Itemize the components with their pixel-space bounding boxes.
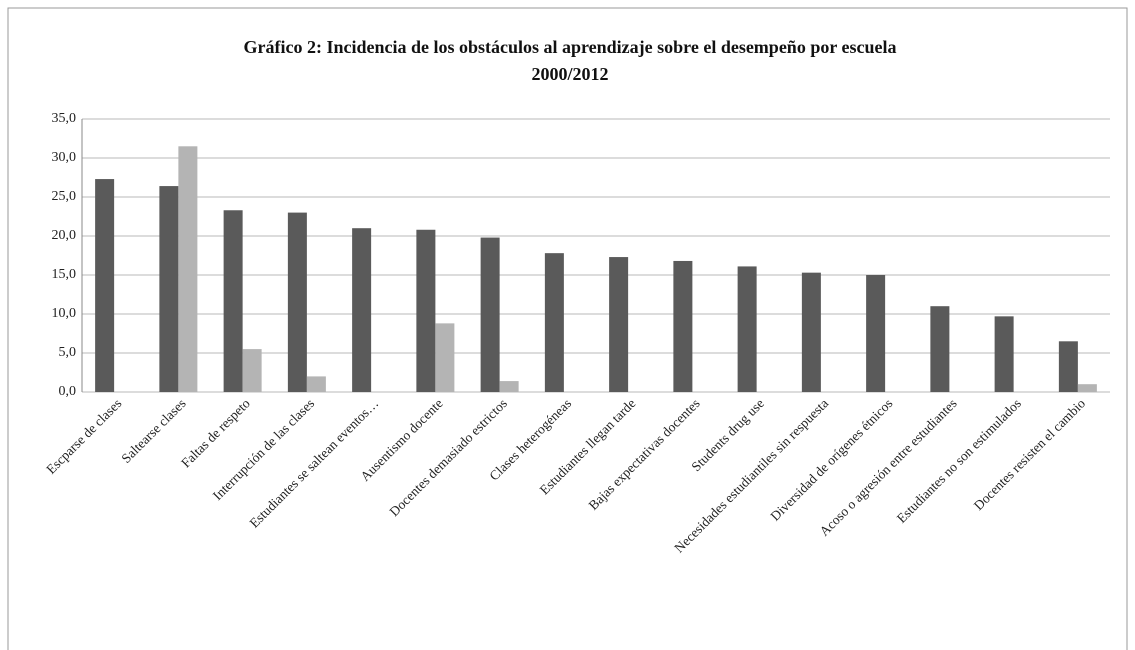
bar bbox=[609, 257, 629, 392]
bar bbox=[435, 323, 455, 392]
y-tick-label: 35,0 bbox=[52, 111, 77, 126]
x-tick-label: Estudiantes se saltean eventos… bbox=[246, 396, 381, 531]
y-tick-label: 20,0 bbox=[52, 228, 77, 243]
bar bbox=[801, 272, 821, 392]
y-tick-label: 15,0 bbox=[52, 267, 77, 282]
bar bbox=[1077, 384, 1097, 392]
bar bbox=[930, 306, 950, 392]
bar bbox=[866, 275, 886, 392]
bar bbox=[544, 253, 564, 392]
x-tick-label: Docentes resisten el cambio bbox=[971, 396, 1089, 514]
chart-frame bbox=[7, 7, 1128, 650]
bar bbox=[306, 376, 326, 392]
bar bbox=[994, 316, 1014, 392]
bar bbox=[159, 186, 179, 392]
y-tick-label: 5,0 bbox=[59, 345, 77, 360]
bar bbox=[673, 260, 693, 392]
bar bbox=[416, 229, 436, 392]
x-tick-label: Estudiantes no son estimulados bbox=[894, 396, 1024, 526]
bar bbox=[287, 212, 307, 392]
y-tick-label: 0,0 bbox=[59, 384, 77, 399]
x-tick-label: Escparse de clases bbox=[43, 396, 124, 477]
bar bbox=[223, 210, 243, 392]
bar bbox=[737, 266, 757, 392]
bar bbox=[352, 228, 372, 392]
bar bbox=[1058, 341, 1078, 392]
y-tick-label: 30,0 bbox=[52, 150, 77, 165]
x-tick-label: Bajas expectativas docentes bbox=[586, 396, 703, 513]
bar bbox=[95, 179, 115, 392]
x-tick-label: Docentes demasiado estrictos bbox=[386, 396, 510, 520]
y-tick-label: 25,0 bbox=[52, 189, 77, 204]
chart-title: Gráfico 2: Incidencia de los obstáculos … bbox=[243, 37, 897, 84]
bar bbox=[178, 146, 198, 392]
bar bbox=[499, 381, 519, 392]
bar bbox=[242, 349, 262, 392]
x-tick-label: Diversidad de orígenes étnicos bbox=[767, 396, 895, 524]
bar bbox=[480, 237, 500, 392]
x-tick-label: Acoso o agresión entre estudiantes bbox=[817, 396, 960, 539]
y-tick-label: 10,0 bbox=[52, 306, 77, 321]
x-tick-label: Saltearse clases bbox=[118, 396, 188, 466]
